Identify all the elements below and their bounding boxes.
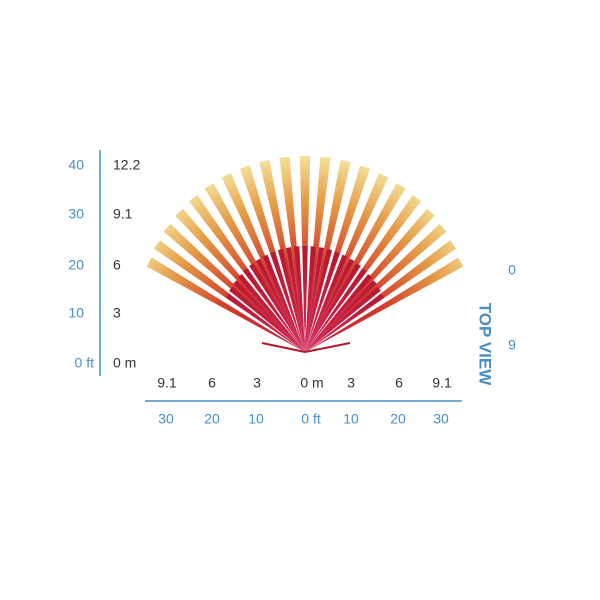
feet-label: 40 xyxy=(68,157,84,173)
ray xyxy=(229,286,305,352)
ray xyxy=(146,257,305,352)
ray xyxy=(221,173,305,352)
ray xyxy=(305,268,367,352)
ray xyxy=(305,257,464,352)
view-title: TOP VIEW xyxy=(476,303,495,386)
ray xyxy=(305,251,340,352)
ray xyxy=(302,246,308,352)
ray xyxy=(305,156,331,352)
feet-label: 30 xyxy=(433,411,449,427)
feet-label: 30 xyxy=(158,411,174,427)
ray xyxy=(225,293,305,352)
feet-label: 20 xyxy=(68,257,84,273)
feet-label: 20 xyxy=(204,411,220,427)
meters-label: 9.1 xyxy=(113,206,133,222)
ray xyxy=(249,263,305,352)
whisker xyxy=(261,342,306,353)
ray xyxy=(305,254,348,352)
meters-label: 3 xyxy=(253,375,261,391)
ray xyxy=(237,273,305,352)
feet-label: 10 xyxy=(343,411,359,427)
ray xyxy=(262,254,305,352)
ray xyxy=(305,173,389,352)
ray xyxy=(163,223,305,352)
ray xyxy=(277,248,305,352)
feet-label: 20 xyxy=(390,411,406,427)
meters-label: 6 xyxy=(113,257,121,273)
ray xyxy=(294,246,305,352)
ray xyxy=(305,273,373,352)
meters-label: 12.2 xyxy=(113,157,140,173)
ray xyxy=(175,208,305,352)
ray xyxy=(305,258,355,352)
meters-label: 6 xyxy=(208,375,216,391)
ray xyxy=(305,293,385,352)
ray xyxy=(305,280,377,352)
ray xyxy=(305,223,447,352)
ray xyxy=(233,280,305,352)
ray xyxy=(305,248,333,352)
meters-label: 3 xyxy=(113,305,121,321)
feet-label: 30 xyxy=(68,206,84,222)
ray xyxy=(255,258,305,352)
ray xyxy=(279,156,305,352)
ray xyxy=(270,251,305,352)
meters-label: 3 xyxy=(347,375,355,391)
whisker xyxy=(304,342,351,353)
ray xyxy=(305,208,435,352)
meters-label: 6 xyxy=(395,375,403,391)
meters-label: 0 m xyxy=(300,375,323,391)
meters-label: 9.1 xyxy=(432,375,452,391)
ray xyxy=(305,247,325,352)
ray xyxy=(243,268,305,352)
side-label: 0 xyxy=(508,262,516,278)
feet-label: 0 ft xyxy=(301,411,321,427)
side-label: 9 xyxy=(508,337,516,353)
meters-label: 9.1 xyxy=(157,375,177,391)
feet-label: 10 xyxy=(68,305,84,321)
feet-label: 10 xyxy=(248,411,264,427)
feet-label: 0 ft xyxy=(75,355,95,371)
coverage-pattern xyxy=(146,156,464,352)
ray xyxy=(305,263,361,352)
ray xyxy=(305,286,381,352)
ray xyxy=(285,247,305,352)
ray xyxy=(305,246,316,352)
meters-label: 0 m xyxy=(113,355,136,371)
